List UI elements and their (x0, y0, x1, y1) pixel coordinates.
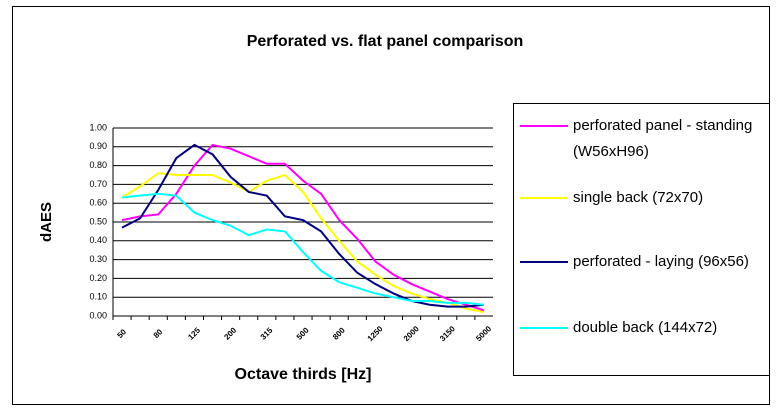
y-tick-label: 0.60 (89, 198, 107, 208)
y-tick-label: 1.00 (89, 122, 107, 132)
series-line (121, 143, 485, 312)
y-tick-label: 0.50 (89, 216, 107, 226)
legend-label: single back (72x70) (573, 189, 704, 206)
y-tick-label: 0.10 (89, 292, 107, 302)
chart-title: Perforated vs. flat panel comparison (247, 33, 524, 50)
series-line (121, 192, 485, 306)
y-tick-label: 0.20 (89, 273, 107, 283)
series-line (121, 172, 485, 314)
y-tick-label: 0.40 (89, 235, 107, 245)
y-tick-label: 0.90 (89, 141, 107, 151)
legend-label: perforated - laying (96x56) (573, 253, 749, 270)
series-line (121, 143, 485, 308)
legend-label: perforated panel - standing (W56xH96) (573, 117, 753, 160)
y-tick-label: 0.70 (89, 179, 107, 189)
legend-label: double back (144x72) (573, 319, 718, 336)
y-axis-label: dAES (38, 202, 55, 242)
y-tick-label: 0.00 (89, 310, 107, 320)
x-axis-label: Octave thirds [Hz] (235, 366, 372, 383)
legend-box (513, 103, 770, 376)
y-tick-label: 0.30 (89, 254, 107, 264)
y-tick-label: 0.80 (89, 160, 107, 170)
